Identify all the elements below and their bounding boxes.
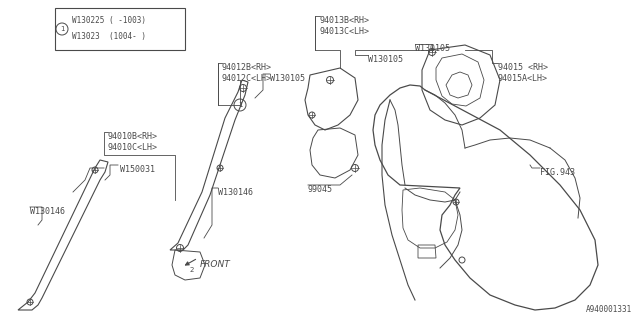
- Text: A940001331: A940001331: [586, 305, 632, 314]
- Text: 94012C<LH>: 94012C<LH>: [222, 74, 272, 83]
- Text: W130105: W130105: [270, 74, 305, 83]
- Text: 94013B<RH>: 94013B<RH>: [320, 16, 370, 25]
- Text: 1: 1: [60, 26, 64, 32]
- Bar: [55, 8, 185, 50]
- Text: 94012B<RH>: 94012B<RH>: [222, 63, 272, 72]
- Text: 94010B<RH>: 94010B<RH>: [108, 132, 158, 141]
- Text: W130146: W130146: [30, 207, 65, 216]
- Text: W13023  (1004- ): W13023 (1004- ): [72, 33, 146, 42]
- Text: 94013C<LH>: 94013C<LH>: [320, 27, 370, 36]
- Text: W130225 ( -1003): W130225 ( -1003): [72, 15, 146, 25]
- Text: 94015 <RH>: 94015 <RH>: [498, 63, 548, 72]
- Text: W130146: W130146: [218, 188, 253, 197]
- Text: W130105: W130105: [415, 44, 450, 53]
- Text: 1: 1: [237, 102, 243, 108]
- Text: W130105: W130105: [368, 55, 403, 64]
- Text: 94010C<LH>: 94010C<LH>: [108, 143, 158, 152]
- Text: 99045: 99045: [308, 185, 333, 194]
- Text: 94015A<LH>: 94015A<LH>: [498, 74, 548, 83]
- Text: 2: 2: [190, 267, 194, 273]
- Text: FRONT: FRONT: [200, 260, 231, 269]
- Text: W150031: W150031: [120, 165, 155, 174]
- Text: FIG.943: FIG.943: [540, 168, 575, 177]
